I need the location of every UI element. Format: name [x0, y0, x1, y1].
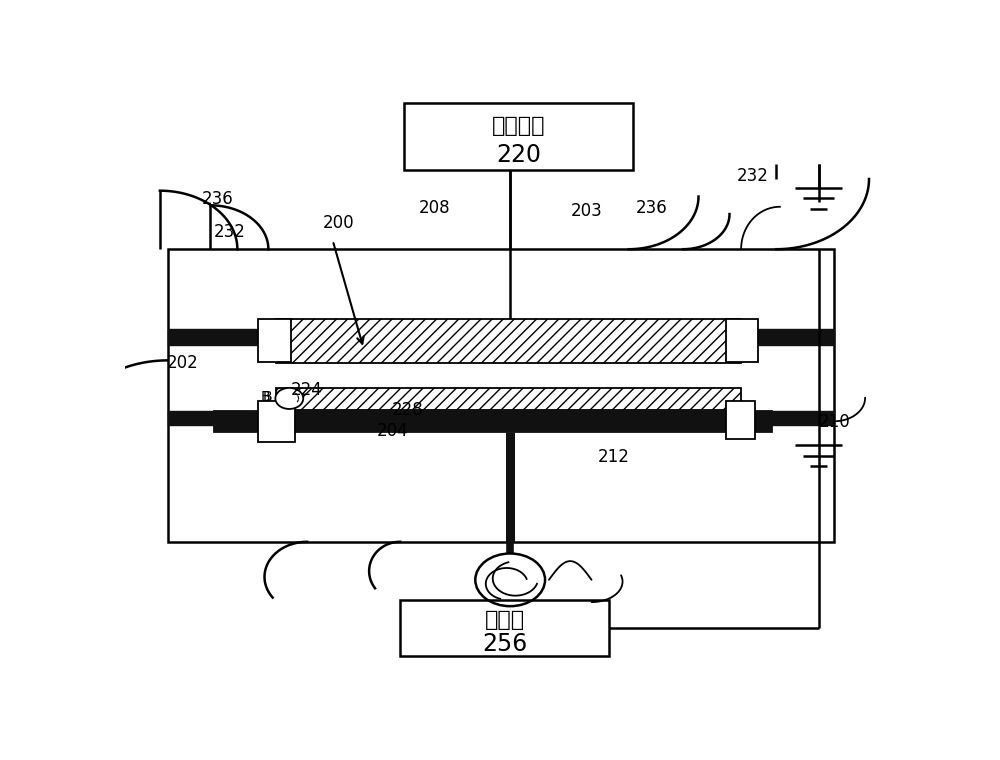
Text: 208: 208 — [419, 199, 451, 217]
Bar — [168, 329, 288, 344]
Bar — [726, 319, 758, 362]
Text: B: B — [263, 390, 272, 404]
Circle shape — [275, 388, 303, 409]
Bar — [168, 411, 245, 425]
Bar — [276, 388, 741, 410]
Text: 212: 212 — [597, 448, 629, 466]
Text: B: B — [261, 390, 271, 404]
Bar — [258, 401, 295, 442]
Bar — [726, 401, 755, 439]
Text: 232: 232 — [214, 223, 246, 241]
Bar — [214, 410, 772, 432]
Text: 210: 210 — [818, 413, 850, 431]
Bar — [730, 329, 834, 344]
Text: 清洁气体: 清洁气体 — [492, 116, 545, 137]
Bar — [276, 319, 741, 363]
Text: 224: 224 — [291, 381, 323, 399]
Bar — [404, 103, 633, 170]
Text: 256: 256 — [482, 632, 527, 656]
Text: 232: 232 — [737, 167, 769, 185]
Bar — [168, 249, 834, 542]
Text: 228: 228 — [392, 401, 424, 419]
Text: 200: 200 — [322, 214, 354, 232]
Text: 220: 220 — [496, 143, 541, 166]
Text: 204: 204 — [377, 422, 408, 439]
Text: 控制器: 控制器 — [485, 610, 525, 630]
Text: 203: 203 — [570, 202, 602, 220]
Bar — [258, 319, 291, 362]
Text: 236: 236 — [636, 199, 668, 217]
Text: 236: 236 — [202, 191, 234, 208]
Bar — [400, 600, 609, 656]
Text: 202: 202 — [167, 354, 199, 372]
Bar — [730, 411, 834, 425]
